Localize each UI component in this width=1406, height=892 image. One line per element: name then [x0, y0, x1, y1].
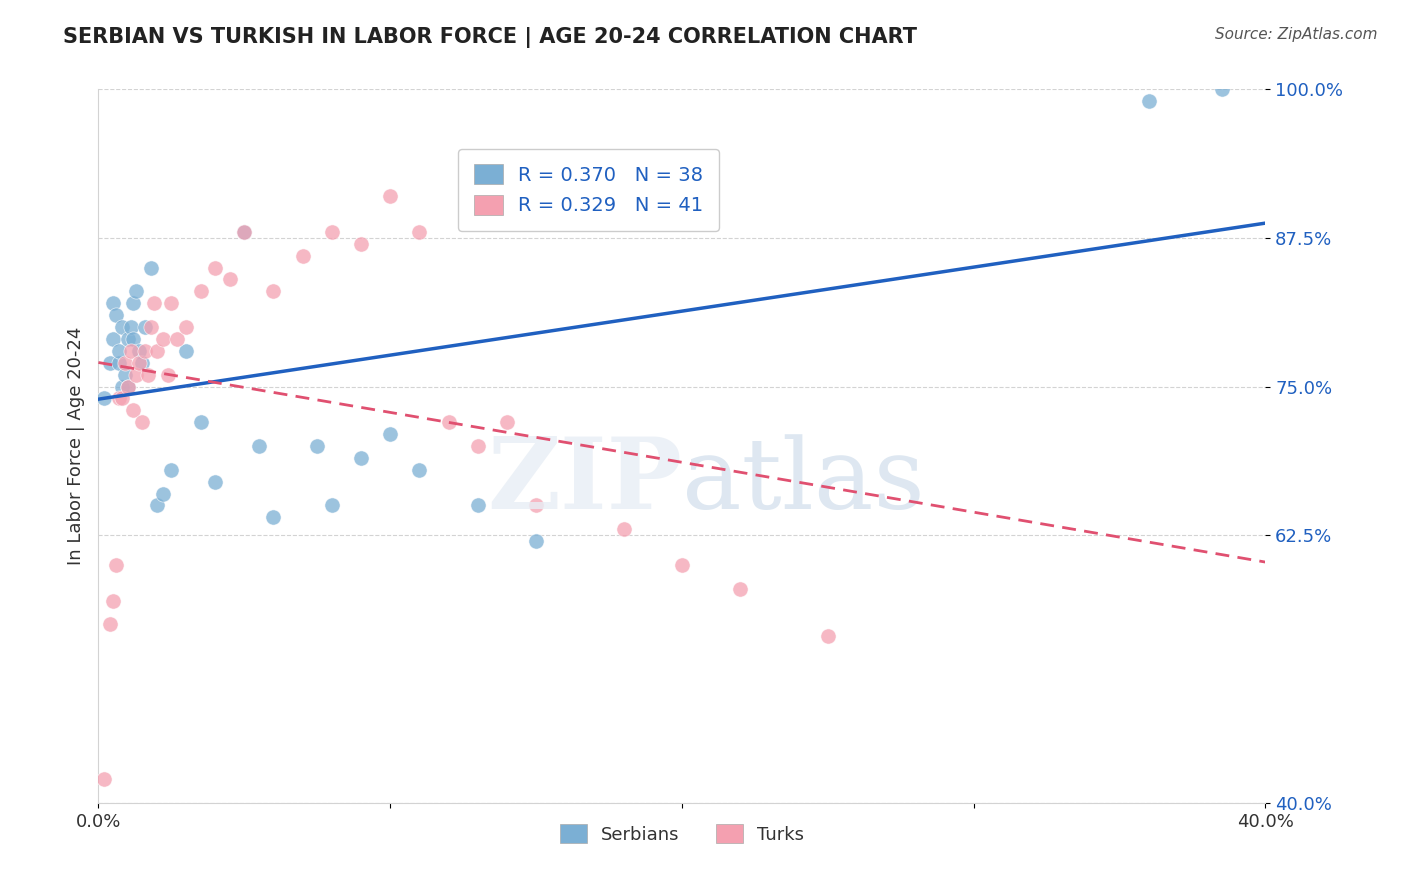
Point — [93, 772, 115, 786]
Point — [111, 379, 134, 393]
Point — [467, 439, 489, 453]
Point — [671, 558, 693, 572]
Legend: R = 0.370   N = 38, R = 0.329   N = 41: R = 0.370 N = 38, R = 0.329 N = 41 — [458, 149, 718, 231]
Point — [136, 368, 159, 382]
Point — [524, 499, 547, 513]
Point — [817, 629, 839, 643]
Point — [131, 356, 153, 370]
Y-axis label: In Labor Force | Age 20-24: In Labor Force | Age 20-24 — [66, 326, 84, 566]
Point — [307, 439, 329, 453]
Point — [125, 368, 148, 382]
Point — [233, 225, 256, 239]
Point — [142, 296, 165, 310]
Point — [114, 356, 136, 370]
Point — [524, 534, 547, 549]
Point — [408, 225, 430, 239]
Point — [233, 225, 256, 239]
Point — [104, 308, 127, 322]
Point — [101, 296, 124, 310]
Point — [108, 343, 131, 358]
Point — [122, 403, 145, 417]
Point — [101, 593, 124, 607]
Point — [612, 522, 634, 536]
Point — [117, 379, 139, 393]
Point — [174, 320, 197, 334]
Point — [218, 272, 240, 286]
Point — [291, 249, 314, 263]
Point — [467, 499, 489, 513]
Point — [111, 392, 134, 406]
Point — [134, 343, 156, 358]
Point — [262, 510, 284, 524]
Point — [128, 343, 150, 358]
Point — [111, 320, 134, 334]
Point — [262, 285, 284, 299]
Point — [730, 582, 752, 596]
Point — [204, 475, 226, 489]
Point — [166, 332, 188, 346]
Point — [117, 332, 139, 346]
Point — [122, 332, 145, 346]
Point — [408, 463, 430, 477]
Point — [101, 332, 124, 346]
Point — [139, 320, 162, 334]
Text: atlas: atlas — [682, 434, 925, 530]
Point — [93, 392, 115, 406]
Point — [139, 260, 162, 275]
Point — [146, 499, 169, 513]
Point — [125, 285, 148, 299]
Point — [1137, 94, 1160, 108]
Point — [108, 356, 131, 370]
Point — [114, 368, 136, 382]
Point — [190, 285, 212, 299]
Point — [496, 415, 519, 429]
Text: Source: ZipAtlas.com: Source: ZipAtlas.com — [1215, 27, 1378, 42]
Point — [117, 379, 139, 393]
Point — [98, 617, 121, 632]
Point — [120, 343, 142, 358]
Point — [122, 296, 145, 310]
Point — [104, 558, 127, 572]
Point — [160, 296, 183, 310]
Point — [157, 368, 180, 382]
Point — [152, 486, 174, 500]
Point — [98, 356, 121, 370]
Point — [321, 499, 343, 513]
Point — [174, 343, 197, 358]
Text: SERBIAN VS TURKISH IN LABOR FORCE | AGE 20-24 CORRELATION CHART: SERBIAN VS TURKISH IN LABOR FORCE | AGE … — [63, 27, 917, 48]
Point — [247, 439, 270, 453]
Point — [437, 415, 460, 429]
Point — [350, 236, 373, 251]
Point — [160, 463, 183, 477]
Point — [380, 427, 402, 442]
Point — [120, 320, 142, 334]
Point — [321, 225, 343, 239]
Point — [204, 260, 226, 275]
Point — [190, 415, 212, 429]
Point — [146, 343, 169, 358]
Point — [1211, 82, 1233, 96]
Point — [134, 320, 156, 334]
Text: ZIP: ZIP — [486, 434, 682, 530]
Point — [152, 332, 174, 346]
Point — [128, 356, 150, 370]
Point — [131, 415, 153, 429]
Point — [108, 392, 131, 406]
Point — [350, 450, 373, 465]
Point — [380, 189, 402, 203]
